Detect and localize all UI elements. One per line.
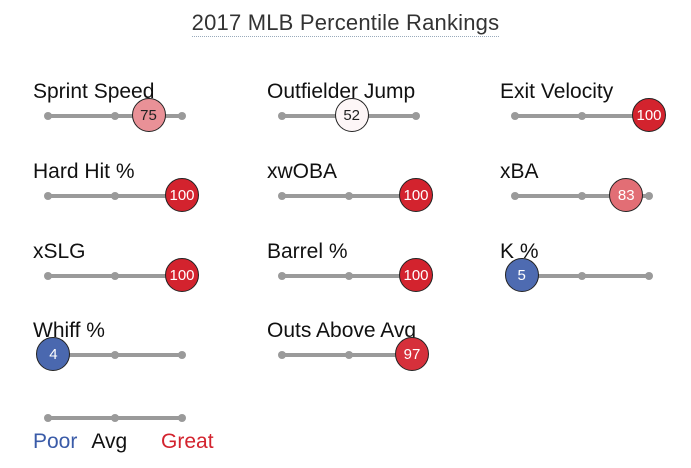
- track-dot-avg: [111, 272, 119, 280]
- track-dot-poor: [278, 351, 286, 359]
- legend-dot-avg: [111, 414, 119, 422]
- track-dot-avg: [111, 192, 119, 200]
- legend: Poor Avg Great: [33, 408, 233, 468]
- percentile-marker[interactable]: 5: [504, 258, 539, 292]
- legend-great-label: Great: [161, 430, 214, 453]
- percentile-marker[interactable]: 4: [36, 337, 71, 371]
- metric-label: xwOBA: [267, 160, 338, 183]
- page-title: 2017 MLB Percentile Rankings: [0, 10, 691, 37]
- track-dot-poor: [44, 272, 52, 280]
- metric-label: Barrel %: [267, 240, 348, 263]
- legend-dot-poor: [44, 414, 52, 422]
- percentile-track: 4: [36, 337, 186, 371]
- percentile-track: 100: [511, 98, 666, 132]
- legend-labels: Poor Avg Great: [33, 430, 228, 454]
- track-dot-avg: [111, 112, 119, 120]
- track-dot-poor: [511, 192, 519, 200]
- percentile-marker[interactable]: 100: [399, 258, 433, 292]
- metric-xba[interactable]: xBA 83: [500, 160, 691, 220]
- track-dot-avg: [345, 272, 353, 280]
- metric-label: Sprint Speed: [33, 80, 155, 103]
- metric-label: Hard Hit %: [33, 160, 135, 183]
- metric-label: Outs Above Avg: [267, 319, 417, 342]
- track-dot-avg: [345, 351, 353, 359]
- percentile-marker[interactable]: 100: [632, 98, 666, 132]
- track-dot-avg: [578, 112, 586, 120]
- percentile-track: 100: [44, 258, 199, 292]
- percentile-marker[interactable]: 100: [399, 178, 433, 212]
- track-dot-poor: [278, 272, 286, 280]
- title-text: 2017 MLB Percentile Rankings: [191, 10, 500, 37]
- metric-barrel[interactable]: Barrel % 100: [267, 240, 467, 300]
- track-dot-great: [645, 272, 653, 280]
- percentile-marker[interactable]: 52: [334, 98, 369, 132]
- percentile-track: 97: [278, 337, 429, 371]
- track-dot-poor: [278, 192, 286, 200]
- metric-label: xBA: [500, 160, 539, 183]
- percentile-track: 100: [44, 178, 199, 212]
- track-dot-great: [178, 351, 186, 359]
- metric-xslg[interactable]: xSLG 100: [33, 240, 233, 300]
- metric-label: xSLG: [33, 240, 86, 263]
- legend-dot-great: [178, 414, 186, 422]
- metric-label: K %: [500, 240, 539, 263]
- track-dot-poor: [278, 112, 286, 120]
- percentile-track: 83: [511, 178, 653, 212]
- track-dot-avg: [578, 192, 586, 200]
- percentile-marker[interactable]: 83: [609, 178, 644, 212]
- track-dot-poor: [44, 112, 52, 120]
- metric-hard-hit[interactable]: Hard Hit % 100: [33, 160, 233, 220]
- track-dot-poor: [44, 192, 52, 200]
- metric-outfielder-jump[interactable]: Outfielder Jump 52: [267, 80, 467, 140]
- metric-xwoba[interactable]: xwOBA 100: [267, 160, 467, 220]
- percentile-track: 100: [278, 258, 433, 292]
- percentile-marker[interactable]: 100: [165, 258, 199, 292]
- percentile-track: 5: [504, 258, 653, 292]
- track-dot-great: [645, 192, 653, 200]
- percentile-track: 100: [278, 178, 433, 212]
- percentile-track: 52: [278, 98, 420, 132]
- percentile-marker[interactable]: 100: [165, 178, 199, 212]
- metric-whiff[interactable]: Whiff % 4: [33, 319, 233, 379]
- legend-avg-label: Avg: [91, 430, 128, 453]
- metric-sprint-speed[interactable]: Sprint Speed 75: [33, 80, 233, 140]
- track-dot-great: [178, 112, 186, 120]
- metric-exit-velocity[interactable]: Exit Velocity 100: [500, 80, 691, 140]
- percentile-marker[interactable]: 75: [131, 98, 166, 132]
- percentile-track: 75: [44, 98, 186, 132]
- metric-label: Whiff %: [33, 319, 105, 342]
- metric-outs-above-avg[interactable]: Outs Above Avg 97: [267, 319, 467, 379]
- track-dot-great: [412, 112, 420, 120]
- legend-track: [44, 414, 186, 422]
- metric-k-rate[interactable]: K % 5: [500, 240, 691, 300]
- track-dot-avg: [578, 272, 586, 280]
- track-dot-poor: [511, 112, 519, 120]
- metric-label: Outfielder Jump: [267, 80, 416, 103]
- metric-label: Exit Velocity: [500, 80, 614, 103]
- track-dot-avg: [111, 351, 119, 359]
- legend-poor-label: Poor: [33, 430, 78, 453]
- track-dot-avg: [345, 192, 353, 200]
- percentile-marker[interactable]: 97: [394, 337, 429, 371]
